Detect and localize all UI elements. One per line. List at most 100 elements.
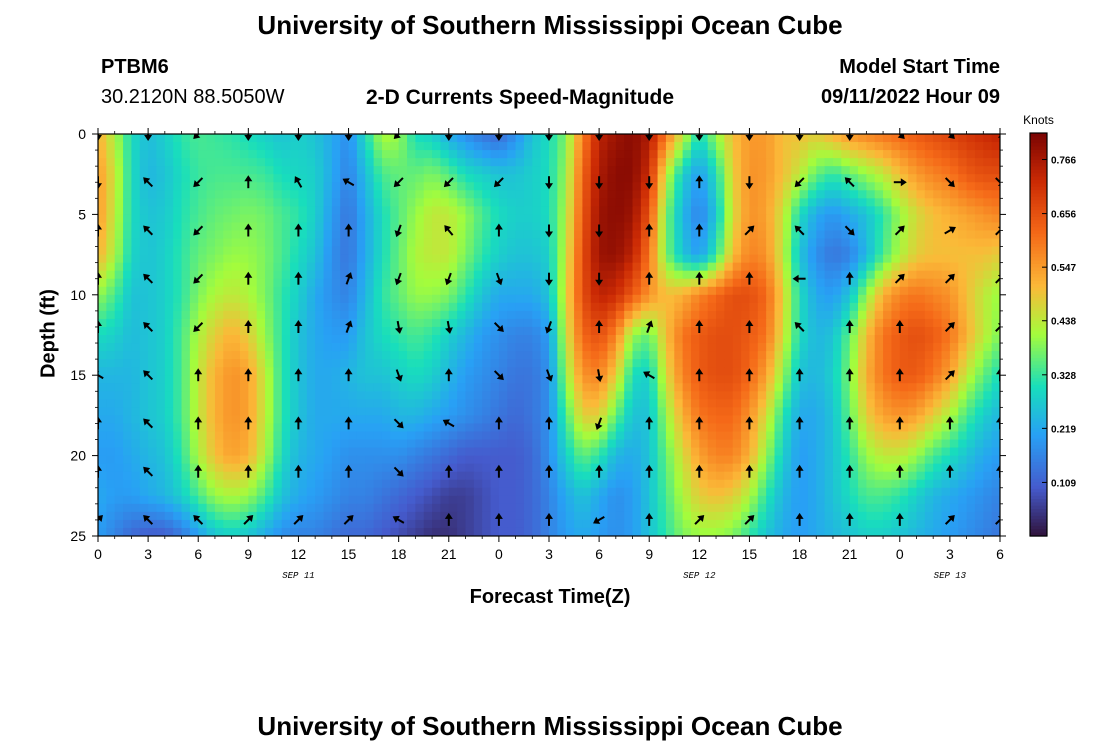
heatmap-cell xyxy=(457,158,467,167)
heatmap-cell xyxy=(649,134,659,143)
heatmap-cell xyxy=(557,190,567,199)
heatmap-cell xyxy=(707,423,717,433)
heatmap-cell xyxy=(106,326,116,336)
heatmap-cell xyxy=(532,182,542,191)
heatmap-cell xyxy=(599,479,609,489)
heatmap-cell xyxy=(523,439,533,449)
heatmap-cell xyxy=(448,343,458,352)
heatmap-cell xyxy=(515,391,525,400)
heatmap-cell xyxy=(699,487,709,497)
heatmap-cell xyxy=(407,487,416,497)
heatmap-cell xyxy=(807,150,817,159)
heatmap-cell xyxy=(465,415,475,425)
heatmap-cell xyxy=(924,310,934,320)
heatmap-cell xyxy=(482,310,492,320)
heatmap-cell xyxy=(607,375,617,384)
heatmap-cell xyxy=(448,166,458,175)
heatmap-cell xyxy=(724,415,734,425)
heatmap-cell xyxy=(465,318,475,328)
heatmap-cell xyxy=(565,246,575,256)
heatmap-cell xyxy=(690,294,700,304)
heatmap-cell xyxy=(340,182,350,191)
heatmap-cell xyxy=(273,182,283,191)
heatmap-cell xyxy=(398,214,408,224)
heatmap-cell xyxy=(123,174,133,183)
heatmap-cell xyxy=(315,134,325,143)
heatmap-cell xyxy=(632,439,642,449)
heatmap-cell xyxy=(824,134,834,143)
heatmap-cell xyxy=(432,495,442,505)
heatmap-cell xyxy=(473,455,483,465)
heatmap-cell xyxy=(716,487,725,497)
heatmap-cell xyxy=(415,423,425,433)
heatmap-cell xyxy=(632,206,642,215)
heatmap-cell xyxy=(365,230,375,240)
heatmap-cell xyxy=(181,423,191,433)
heatmap-cell xyxy=(173,182,183,191)
heatmap-cell xyxy=(590,383,600,392)
heatmap-cell xyxy=(674,463,684,473)
heatmap-cell xyxy=(607,182,617,191)
heatmap-cell xyxy=(657,198,667,207)
heatmap-cell xyxy=(674,278,684,288)
heatmap-cell xyxy=(565,455,575,465)
heatmap-cell xyxy=(490,447,500,457)
heatmap-cell xyxy=(398,286,408,296)
heatmap-cell xyxy=(373,399,383,408)
heatmap-cell xyxy=(256,431,266,441)
heatmap-cell xyxy=(741,439,751,449)
heatmap-cell xyxy=(223,367,233,376)
heatmap-cell xyxy=(331,142,341,151)
heatmap-cell xyxy=(757,326,767,336)
heatmap-cell xyxy=(841,310,851,320)
heatmap-cell xyxy=(281,222,291,232)
heatmap-cell xyxy=(340,407,350,416)
heatmap-cell xyxy=(381,190,391,199)
heatmap-cell xyxy=(649,190,659,199)
heatmap-cell xyxy=(665,294,675,304)
heatmap-cell xyxy=(156,487,166,497)
heatmap-cell xyxy=(899,367,909,376)
heatmap-cell xyxy=(766,463,776,473)
heatmap-cell xyxy=(448,423,458,433)
heatmap-cell xyxy=(131,407,141,416)
heatmap-cell xyxy=(799,278,809,288)
heatmap-cell xyxy=(515,383,525,392)
heatmap-cell xyxy=(816,439,826,449)
heatmap-cell xyxy=(532,495,542,505)
heatmap-cell xyxy=(306,302,316,312)
heatmap-cell xyxy=(757,310,767,320)
heatmap-cell xyxy=(540,343,550,352)
heatmap-cell xyxy=(139,254,149,264)
heatmap-cell xyxy=(749,447,759,457)
heatmap-cell xyxy=(716,431,725,441)
heatmap-cell xyxy=(807,310,817,320)
heatmap-cell xyxy=(640,399,650,408)
heatmap-cell xyxy=(415,471,425,481)
heatmap-cell xyxy=(482,431,492,441)
heatmap-cell xyxy=(515,487,525,497)
heatmap-cell xyxy=(248,238,258,248)
heatmap-cell xyxy=(707,431,717,441)
heatmap-cell xyxy=(407,455,416,465)
heatmap-cell xyxy=(164,407,174,416)
heatmap-cell xyxy=(273,206,283,215)
heatmap-cell xyxy=(724,495,734,505)
heatmap-cell xyxy=(624,439,634,449)
heatmap-cell xyxy=(256,150,266,159)
heatmap-cell xyxy=(298,447,308,457)
heatmap-cell xyxy=(540,391,550,400)
heatmap-cell xyxy=(273,158,283,167)
heatmap-cell xyxy=(515,254,525,264)
heatmap-cell xyxy=(632,407,642,416)
heatmap-cell xyxy=(331,206,341,215)
heatmap-cell xyxy=(281,214,291,224)
heatmap-cell xyxy=(832,471,842,481)
heatmap-cell xyxy=(315,166,325,175)
heatmap-cell xyxy=(699,294,709,304)
heatmap-cell xyxy=(114,463,124,473)
heatmap-cell xyxy=(966,391,976,400)
heatmap-cell xyxy=(473,158,483,167)
heatmap-cell xyxy=(674,471,684,481)
heatmap-cell xyxy=(515,182,525,191)
